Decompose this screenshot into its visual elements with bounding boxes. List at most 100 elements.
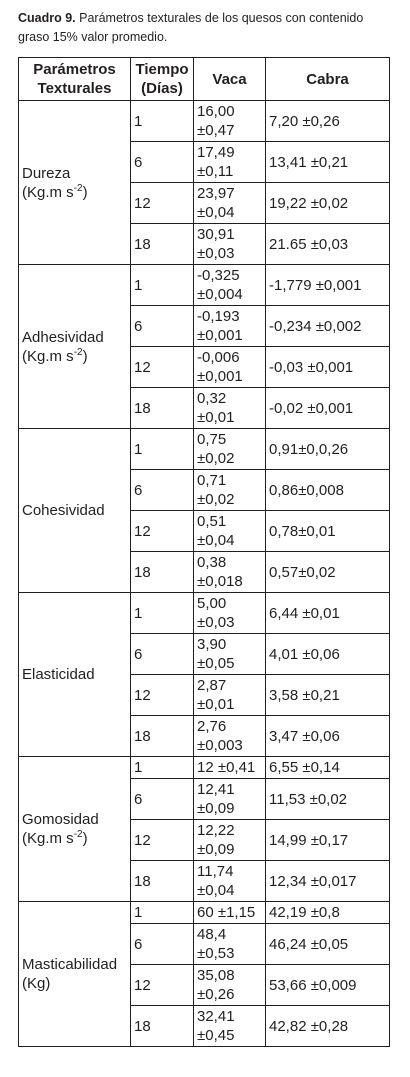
table-row: 6 17,49 ±0,11 13,41 ±0,21 [19, 141, 390, 183]
vaca-cell: 5,00 ±0,03 [193, 592, 266, 634]
group-unit-exponent: -2 [73, 182, 83, 194]
time-cell: 12 [130, 964, 194, 1006]
table-row: 6 -0,193 ±0,001 -0,234 ±0,002 [19, 305, 390, 347]
time-cell: 12 [130, 346, 194, 388]
vaca-cell: 16,00 ±0,47 [193, 100, 266, 142]
group-unit-end: ) [82, 183, 88, 201]
cabra-cell: 13,41 ±0,21 [265, 141, 390, 183]
header-cell: Tiempo (Días) [130, 57, 194, 101]
cabra-cell: -1,779 ±0,001 [265, 264, 390, 306]
vaca-cell: 60 ±1,15 [193, 901, 266, 924]
time-cell: 18 [130, 1005, 194, 1047]
cabra-cell: 46,24 ±0,05 [265, 923, 390, 965]
vaca-cell: 0,71 ±0,02 [193, 469, 266, 511]
table-row: 18 32,41 ±0,45 42,82 ±0,28 [19, 1005, 390, 1047]
vaca-cell: -0,193 ±0,001 [193, 305, 266, 347]
group-name: Adhesividad [22, 328, 104, 346]
time-cell: 1 [130, 592, 194, 634]
cabra-cell: 14,99 ±0,17 [265, 819, 390, 861]
group-cell: Adhesividad (Kg.m s-2) [18, 264, 131, 429]
group-unit-end: ) [82, 830, 88, 847]
vaca-cell: 12,41 ±0,09 [193, 778, 266, 820]
table-row: 12 -0,006 ±0,001 -0,03 ±0,001 [19, 346, 390, 388]
group-name: Cohesividad [22, 502, 105, 519]
vaca-cell: 2,76 ±0,003 [193, 715, 266, 757]
header-cell: Parámetros Texturales [18, 57, 131, 101]
table-row: 12 2,87 ±0,01 3,58 ±0,21 [19, 674, 390, 716]
caption-text: Parámetros texturales de los quesos con … [18, 11, 364, 44]
group-cell: Gomosidad (Kg.m s-2) [18, 756, 131, 902]
time-cell: 18 [130, 387, 194, 429]
table-row: 12 35,08 ±0,26 53,66 ±0,009 [19, 964, 390, 1006]
vaca-cell: 32,41 ±0,45 [193, 1005, 266, 1047]
cabra-cell: 0,78±0,01 [265, 510, 390, 552]
cabra-cell: -0,03 ±0,001 [265, 346, 390, 388]
vaca-cell: 11,74 ±0,04 [193, 860, 266, 902]
time-cell: 6 [130, 141, 194, 183]
cabra-cell: 4,01 ±0,06 [265, 633, 390, 675]
table-row: 6 3,90 ±0,05 4,01 ±0,06 [19, 633, 390, 675]
cabra-cell: 6,55 ±0,14 [265, 756, 390, 779]
group-unit: (Kg) [22, 975, 51, 992]
vaca-cell: 2,87 ±0,01 [193, 674, 266, 716]
time-cell: 6 [130, 469, 194, 511]
time-cell: 18 [130, 551, 194, 593]
table-row: 12 23,97 ±0,04 19,22 ±0,02 [19, 182, 390, 224]
table-row: 18 0,38 ±0,018 0,57±0,02 [19, 551, 390, 593]
vaca-cell: 17,49 ±0,11 [193, 141, 266, 183]
header-row: Parámetros Texturales Tiempo (Días) Vaca… [18, 57, 390, 101]
time-cell: 12 [130, 510, 194, 552]
vaca-cell: -0,006 ±0,001 [193, 346, 266, 388]
vaca-cell: 3,90 ±0,05 [193, 633, 266, 675]
cabra-cell: 12,34 ±0,017 [265, 860, 390, 902]
cabra-cell: 42,82 ±0,28 [265, 1005, 390, 1047]
cabra-cell: 42,19 ±0,8 [265, 901, 390, 924]
table-row: Cohesividad 1 0,75 ±0,02 0,91±0,0,26 [18, 428, 390, 593]
cabra-cell: 0,86±0,008 [265, 469, 390, 511]
cabra-cell: 3,47 ±0,06 [265, 715, 390, 757]
vaca-cell: 12,22 ±0,09 [193, 819, 266, 861]
cabra-cell: -0,234 ±0,002 [265, 305, 390, 347]
time-cell: 1 [130, 264, 194, 306]
group-cell: Dureza (Kg.m s-2) [18, 100, 131, 265]
table-row: Gomosidad (Kg.m s-2) 1 12 ±0,41 6,55 ±0,14 [18, 756, 390, 902]
time-cell: 1 [130, 100, 194, 142]
group-unit-exponent: -2 [73, 346, 83, 358]
table-row: 6 12,41 ±0,09 11,53 ±0,02 [19, 778, 390, 820]
cabra-cell: 3,58 ±0,21 [265, 674, 390, 716]
cabra-cell: 0,91±0,0,26 [265, 428, 390, 470]
group-name: Gomosidad [22, 811, 99, 828]
cabra-cell: 19,22 ±0,02 [265, 182, 390, 224]
group-unit-exponent: -2 [73, 829, 83, 840]
table-row: Dureza (Kg.m s-2) 1 16,00 ±0,47 7,20 ±0,26 [18, 100, 390, 265]
vaca-cell: 23,97 ±0,04 [193, 182, 266, 224]
time-cell: 6 [130, 923, 194, 965]
time-cell: 12 [130, 182, 194, 224]
table-row: Masticabilidad (Kg) 1 60 ±1,15 42,19 ±0,8 [18, 901, 390, 1047]
time-cell: 18 [130, 715, 194, 757]
time-cell: 6 [130, 633, 194, 675]
cabra-cell: 53,66 ±0,009 [265, 964, 390, 1006]
vaca-cell: 0,32 ±0,01 [193, 387, 266, 429]
cabra-cell: 7,20 ±0,26 [265, 100, 390, 142]
vaca-cell: 48,4 ±0,53 [193, 923, 266, 965]
group-unit: (Kg.m s [22, 347, 74, 365]
table-row: Adhesividad (Kg.m s-2) 1 -0,325 ±0,004 -1,77… [18, 264, 390, 429]
time-cell: 12 [130, 674, 194, 716]
time-cell: 6 [130, 778, 194, 820]
vaca-cell: 12 ±0,41 [193, 756, 266, 779]
time-cell: 1 [130, 901, 194, 924]
table-body: Dureza (Kg.m s-2) 1 16,00 ±0,47 7,20 ±0,26 6 1… [18, 100, 390, 1047]
header-cell: Cabra [265, 57, 390, 101]
caption-label: Cuadro 9. [18, 11, 76, 25]
caption: Cuadro 9. Parámetros texturales de los q… [18, 9, 398, 47]
cabra-cell: -0,02 ±0,001 [265, 387, 390, 429]
vaca-cell: 0,38 ±0,018 [193, 551, 266, 593]
cabra-cell: 0,57±0,02 [265, 551, 390, 593]
table-row: 18 2,76 ±0,003 3,47 ±0,06 [19, 715, 390, 757]
cabra-cell: 11,53 ±0,02 [265, 778, 390, 820]
group-cell: Elasticidad [18, 592, 131, 757]
time-cell: 1 [130, 756, 194, 779]
table-row: 18 0,32 ±0,01 -0,02 ±0,001 [19, 387, 390, 429]
